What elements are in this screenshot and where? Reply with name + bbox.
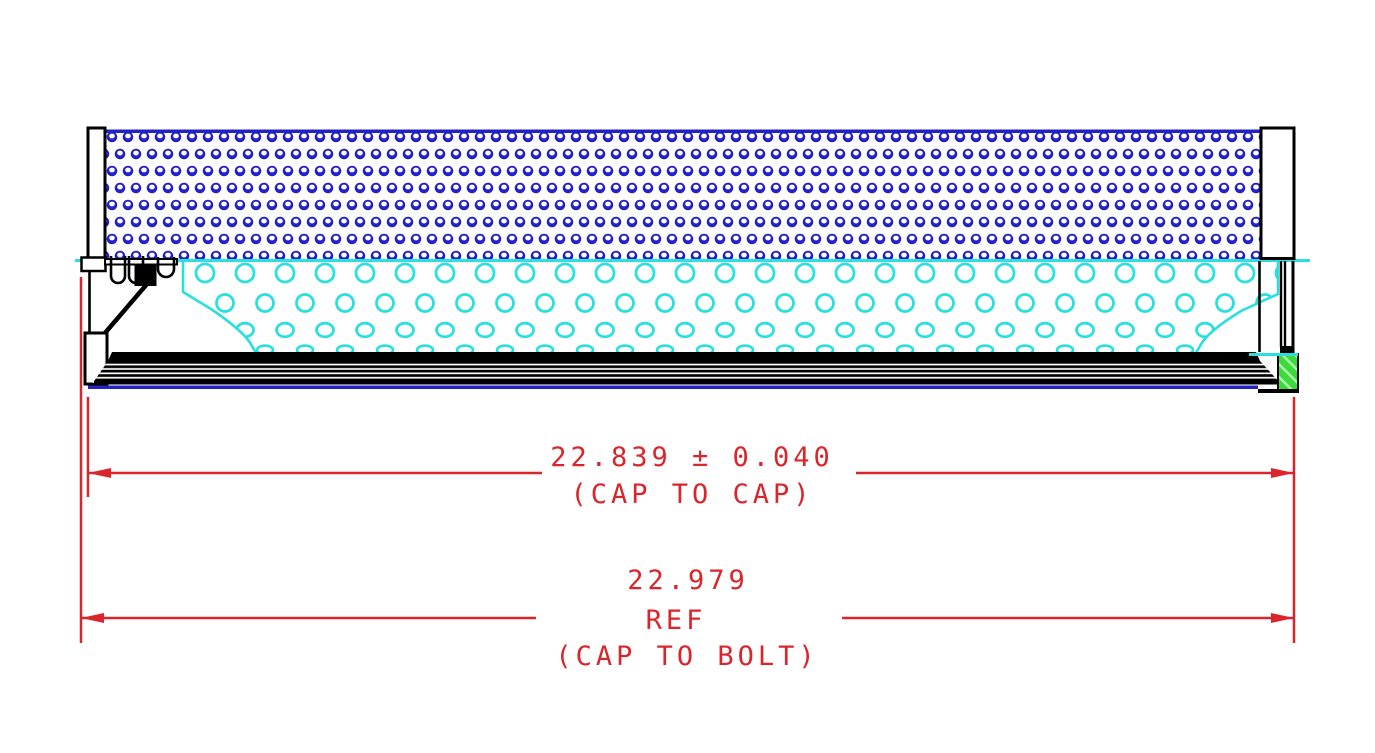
dim2-arrow-left: [81, 613, 104, 623]
media-bottom-edge: [94, 381, 1281, 385]
shell-perforation-field: [105, 131, 1261, 261]
cap-to-bolt-qualifier: REF: [646, 605, 707, 636]
gasket-bottom-edge: [1258, 389, 1298, 393]
shell-bottom-edge: [88, 385, 1258, 389]
dimension-texts: 22.839 ± 0.040 (CAP TO CAP) 22.979 REF (…: [550, 442, 834, 672]
support-strut: [103, 282, 149, 335]
core-perforation-field: [183, 262, 1278, 353]
right-cap-plate: [1259, 126, 1296, 260]
cap-to-bolt-value: 22.979: [627, 565, 749, 596]
cap-to-cap-label: (CAP TO CAP): [570, 479, 813, 510]
dim1-arrow-left: [88, 468, 111, 478]
dim2-arrow-right: [1271, 613, 1294, 623]
gasket-seat-line: [1249, 353, 1298, 356]
shell-top-edge: [105, 129, 1261, 133]
bail-loop-3: [156, 257, 176, 279]
inner-perforated-core: [181, 262, 1280, 354]
left-cap-plate: [86, 126, 107, 260]
outer-perforated-shell: [105, 129, 1261, 261]
dimension-line-cap-to-bolt: [81, 613, 1294, 623]
media-top-band: [108, 352, 1260, 361]
cap-to-bolt-label: (CAP TO BOLT): [555, 641, 818, 672]
bolt-rod: [104, 258, 178, 266]
media-pleat-stripes: [92, 361, 1281, 384]
gasket-hatched-seal: [1277, 353, 1299, 393]
bolt-assembly: [80, 256, 178, 335]
right-end-cap: [1258, 126, 1296, 392]
core-right-profile: [1194, 262, 1280, 354]
right-cap-retainer-block: [1280, 346, 1292, 354]
cap-to-cap-value: 22.839 ± 0.040: [550, 442, 834, 473]
bail-loop-1: [109, 256, 127, 285]
bolt-nut: [134, 265, 157, 286]
centerline: [75, 259, 1310, 262]
bolt-bracket: [80, 256, 107, 273]
left-end-cap: [83, 126, 109, 386]
core-left-profile: [181, 262, 258, 354]
dim1-arrow-right: [1271, 468, 1294, 478]
gasket: [1249, 353, 1299, 393]
dimension-annotations: [79, 277, 1296, 643]
dimension-line-cap-to-cap: [88, 468, 1294, 478]
filter-media-band: [88, 352, 1281, 389]
